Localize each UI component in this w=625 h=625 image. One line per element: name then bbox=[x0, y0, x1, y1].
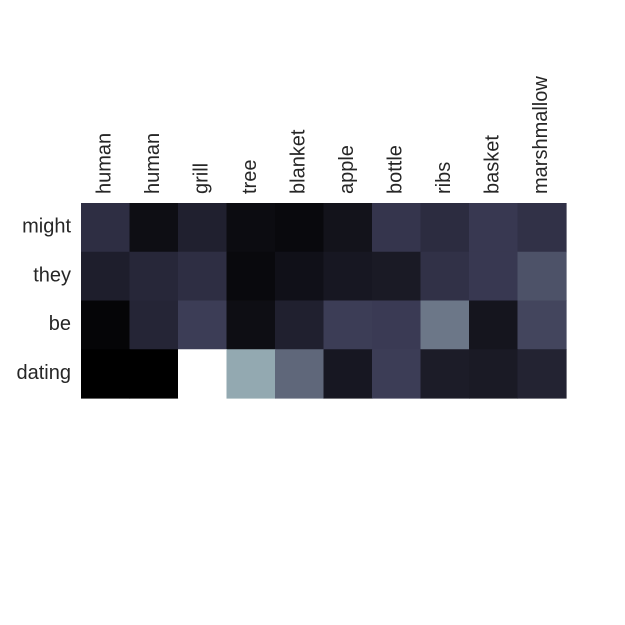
heatmap-cell-be-7 bbox=[420, 300, 470, 350]
x-tick-label: apple bbox=[336, 145, 358, 194]
heatmap-cells bbox=[81, 203, 567, 399]
x-tick-label: human bbox=[142, 133, 164, 194]
heatmap-cell-they-2 bbox=[178, 251, 228, 302]
x-tick-label: tree bbox=[239, 160, 261, 194]
heatmap-cell-be-5 bbox=[323, 300, 373, 350]
y-tick-label: they bbox=[33, 264, 71, 286]
heatmap-cell-might-5 bbox=[323, 203, 373, 253]
heatmap-cell-they-8 bbox=[469, 251, 519, 302]
heatmap-cell-dating-7 bbox=[420, 349, 470, 399]
heatmap-cell-might-8 bbox=[469, 203, 519, 253]
x-tick-label: human bbox=[94, 133, 116, 194]
x-tick-label: marshmallow bbox=[530, 76, 552, 194]
heatmap-cell-might-1 bbox=[129, 203, 179, 253]
x-tick-label: basket bbox=[482, 135, 504, 194]
x-tick-label: grill bbox=[191, 163, 213, 194]
heatmap-cell-dating-4 bbox=[275, 349, 325, 399]
heatmap-cell-might-3 bbox=[226, 203, 276, 253]
x-tick-labels: human human grill tree blanket apple bottle rib… bbox=[94, 76, 553, 194]
heatmap-cell-dating-2 bbox=[178, 349, 228, 399]
heatmap-cell-they-6 bbox=[372, 251, 422, 302]
heatmap-cell-might-7 bbox=[420, 203, 470, 253]
heatmap-cell-dating-1 bbox=[129, 349, 179, 399]
heatmap-cell-be-9 bbox=[517, 300, 567, 350]
heatmap-cell-might-0 bbox=[81, 203, 131, 253]
heatmap-cell-dating-5 bbox=[323, 349, 373, 399]
x-tick-label: bottle bbox=[385, 145, 407, 194]
x-tick-label: blanket bbox=[288, 129, 310, 194]
y-tick-label: be bbox=[49, 313, 71, 335]
heatmap-cell-might-2 bbox=[178, 203, 228, 253]
heatmap-cell-they-9 bbox=[517, 251, 567, 302]
y-tick-labels: might they be dating bbox=[17, 216, 72, 384]
heatmap-cell-they-5 bbox=[323, 251, 373, 302]
heatmap-cell-might-6 bbox=[372, 203, 422, 253]
heatmap-cell-dating-0 bbox=[81, 349, 131, 399]
heatmap-cell-they-3 bbox=[226, 251, 276, 302]
heatmap-cell-might-4 bbox=[275, 203, 325, 253]
heatmap-cell-dating-8 bbox=[469, 349, 519, 399]
heatmap-cell-be-2 bbox=[178, 300, 228, 350]
heatmap-cell-be-0 bbox=[81, 300, 131, 350]
heatmap-cell-they-7 bbox=[420, 251, 470, 302]
heatmap-cell-be-1 bbox=[129, 300, 179, 350]
y-tick-label: dating bbox=[17, 362, 72, 384]
heatmap-cell-dating-6 bbox=[372, 349, 422, 399]
heatmap-cell-they-1 bbox=[129, 251, 179, 302]
heatmap-cell-dating-3 bbox=[226, 349, 276, 399]
heatmap-cell-might-9 bbox=[517, 203, 567, 253]
heatmap-cell-be-4 bbox=[275, 300, 325, 350]
heatmap-cell-be-6 bbox=[372, 300, 422, 350]
heatmap-cell-they-0 bbox=[81, 251, 131, 302]
x-tick-label: ribs bbox=[433, 162, 455, 194]
heatmap-cell-be-8 bbox=[469, 300, 519, 350]
y-tick-label: might bbox=[22, 216, 71, 238]
heatmap-cell-be-3 bbox=[226, 300, 276, 350]
heatmap-cell-dating-9 bbox=[517, 349, 567, 399]
heatmap-cell-they-4 bbox=[275, 251, 325, 302]
